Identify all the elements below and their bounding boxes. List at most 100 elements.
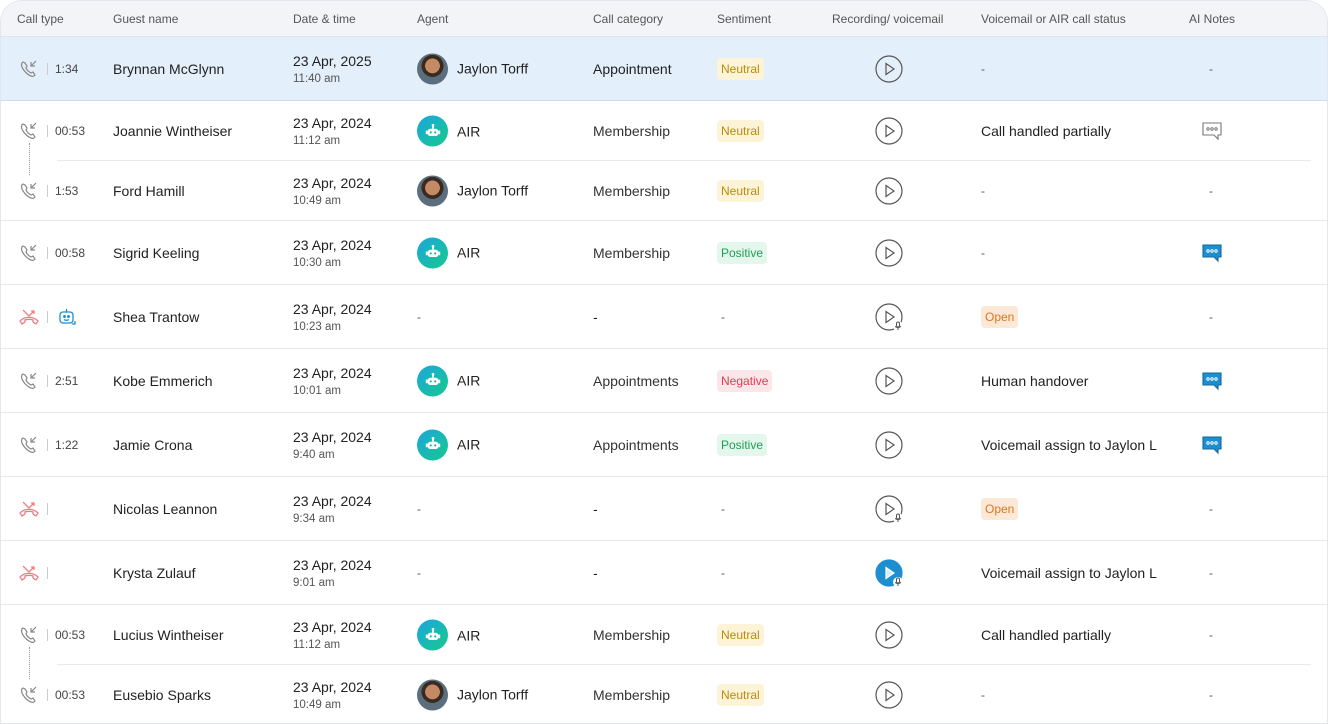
guest-name[interactable]: Krysta Zulauf [113,564,196,581]
play-voicemail-button[interactable] [874,302,904,332]
play-recording-button[interactable] [874,176,904,206]
call-duration: 1:34 [55,61,79,76]
incoming-call-icon [18,370,40,392]
agent-name: AIR [457,123,481,139]
date-time: 23 Apr, 2024 9:34 am [293,493,372,525]
ai-notes-icon[interactable] [1201,371,1223,391]
sentiment-badge: Neutral [717,683,764,706]
agent-name: AIR [457,372,481,389]
date-time: 23 Apr, 2024 10:49 am [293,175,372,207]
date: 23 Apr, 2024 [293,619,372,635]
guest-name[interactable]: Jamie Crona [113,436,193,453]
table-row[interactable]: 1:34 Brynnan McGlynn 23 Apr, 2025 11:40 am J… [1,37,1327,101]
call-category: Appointments [593,436,679,453]
status-badge: Open [981,305,1019,328]
col-ai-notes[interactable]: AI Notes [1189,12,1236,26]
agent-name: - [417,501,421,516]
table-row[interactable]: 2:51 Kobe Emmerich 23 Apr, 2024 10:01 am AIR… [1,349,1327,413]
table-header: Call type Guest name Date & time Agent C… [1,1,1327,37]
call-status: Voicemail assign to Jaylon L [981,436,1157,453]
missed-call-icon [18,562,40,584]
time: 11:40 am [293,72,341,85]
guest-name[interactable]: Lucius Wintheiser [113,627,224,643]
play-recording-button[interactable] [874,680,904,710]
col-call-type[interactable]: Call type [17,12,64,26]
divider [47,184,48,197]
play-voicemail-button[interactable] [874,494,904,524]
sentiment-badge: Negative [717,369,773,392]
time: 9:01 am [293,576,335,589]
col-sentiment[interactable]: Sentiment [717,12,772,26]
guest-name[interactable]: Brynnan McGlynn [113,60,225,77]
time: 11:12 am [293,135,341,147]
ai-notes-icon[interactable] [1201,121,1223,141]
guest-name[interactable]: Nicolas Leannon [113,500,218,517]
call-status: - [981,61,985,76]
call-duration: 00:53 [55,124,86,138]
play-recording-button[interactable] [874,116,904,146]
agent-name: AIR [457,436,481,453]
guest-name[interactable]: Shea Trantow [113,308,200,325]
divider [47,246,48,259]
call-status: Call handled partially [981,123,1111,139]
agent: Jaylon Torff [417,679,528,710]
col-call-category[interactable]: Call category [593,12,664,26]
incoming-call-icon [18,242,40,264]
bot-transfer-icon [56,306,78,328]
date-time: 23 Apr, 2024 9:40 am [293,429,372,461]
bot-avatar [417,237,448,268]
divider [47,566,48,579]
sentiment-badge: Neutral [717,624,764,646]
divider [47,62,48,75]
guest-name[interactable]: Joannie Wintheiser [113,123,233,139]
incoming-call-icon [18,120,40,142]
agent-name: - [417,309,421,324]
table-row[interactable]: Krysta Zulauf 23 Apr, 2024 9:01 am - - - Voice… [1,541,1327,605]
table-row[interactable]: Shea Trantow 23 Apr, 2024 10:23 am - - - Open - [1,285,1327,349]
play-recording-button[interactable] [874,238,904,268]
agent: Jaylon Torff [417,175,528,206]
call-status: Human handover [981,372,1089,389]
agent: Jaylon Torff [417,53,528,84]
col-date-time[interactable]: Date & time [293,12,356,26]
guest-name[interactable]: Sigrid Keeling [113,244,200,261]
guest-name[interactable]: Kobe Emmerich [113,372,213,389]
divider [47,125,48,137]
play-recording-button[interactable] [874,620,904,650]
play-voicemail-button[interactable] [874,558,904,588]
play-recording-button[interactable] [874,54,904,84]
date: 23 Apr, 2024 [293,236,372,253]
call-duration: 00:58 [55,245,86,260]
play-recording-button[interactable] [874,366,904,396]
col-status[interactable]: Voicemail or AIR call status [981,12,1126,26]
sentiment-badge: Neutral [717,179,764,202]
divider [47,629,48,641]
time: 10:01 am [293,384,341,397]
call-status: Voicemail assign to Jaylon L [981,564,1157,581]
ai-notes-icon[interactable] [1201,435,1223,455]
table-row[interactable]: 00:53 Eusebio Sparks 23 Apr, 2024 10:49 am J… [1,665,1327,723]
date: 23 Apr, 2024 [293,364,372,381]
guest-name[interactable]: Eusebio Sparks [113,686,212,703]
col-agent[interactable]: Agent [417,12,449,26]
play-recording-button[interactable] [874,430,904,460]
agent: AIR [417,115,481,147]
table-row[interactable]: 1:22 Jamie Crona 23 Apr, 2024 9:40 am AIR App… [1,413,1327,477]
table-row[interactable]: Nicolas Leannon 23 Apr, 2024 9:34 am - - - Ope… [1,477,1327,541]
divider [47,688,48,701]
table-row[interactable]: 1:53 Ford Hamill 23 Apr, 2024 10:49 am Jaylo… [1,161,1327,221]
agent-name: Jaylon Torff [457,60,529,77]
table-row[interactable]: 00:58 Sigrid Keeling 23 Apr, 2024 10:30 am A… [1,221,1327,285]
ai-notes-icon[interactable] [1201,243,1223,263]
guest-name[interactable]: Ford Hamill [113,182,185,199]
agent-name: AIR [457,627,481,643]
time: 9:40 am [293,448,335,461]
col-guest-name[interactable]: Guest name [113,12,179,26]
col-recording[interactable]: Recording/ voicemail [832,12,944,26]
date-time: 23 Apr, 2024 10:49 am [293,679,372,711]
table-row[interactable]: 00:53 Lucius Wintheiser 23 Apr, 2024 11:12 … [1,605,1327,665]
call-duration: 1:53 [55,183,79,198]
table-row[interactable]: 00:53 Joannie Wintheiser 23 Apr, 2024 11:12… [1,101,1327,161]
call-duration: 1:22 [55,437,79,452]
